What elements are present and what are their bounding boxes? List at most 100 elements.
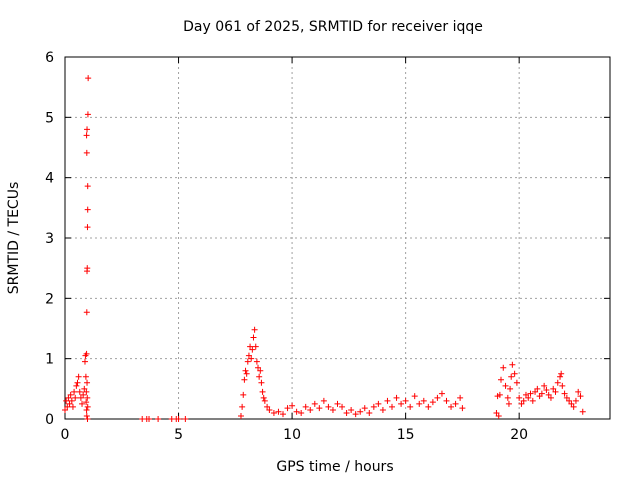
data-point xyxy=(550,385,557,392)
data-point xyxy=(448,403,455,410)
data-point xyxy=(83,350,90,357)
data-point xyxy=(520,397,527,404)
data-point xyxy=(83,412,90,419)
data-point xyxy=(258,379,265,386)
data-point xyxy=(245,352,252,359)
data-point xyxy=(452,400,459,407)
data-point xyxy=(84,416,91,422)
data-point xyxy=(259,388,266,395)
data-point xyxy=(543,387,550,394)
data-point xyxy=(248,355,255,362)
data-point xyxy=(508,373,515,380)
data-point xyxy=(434,394,441,401)
data-point xyxy=(84,111,91,118)
data-point xyxy=(249,346,256,353)
data-point xyxy=(74,379,81,386)
data-point xyxy=(155,416,162,422)
data-point xyxy=(541,382,548,389)
data-point xyxy=(84,183,91,190)
data-point xyxy=(73,382,80,389)
data-point xyxy=(532,388,539,395)
data-point xyxy=(496,391,503,398)
data-point xyxy=(570,403,577,410)
data-point xyxy=(577,393,584,400)
data-point xyxy=(243,370,250,377)
data-point xyxy=(554,379,561,386)
data-point xyxy=(357,408,364,415)
data-point xyxy=(80,391,87,398)
data-point xyxy=(251,326,258,333)
data-point xyxy=(316,405,323,412)
data-point xyxy=(502,382,509,389)
data-point xyxy=(509,361,516,368)
x-tick-label: 5 xyxy=(174,427,183,443)
data-point xyxy=(83,309,90,316)
data-point xyxy=(62,406,68,413)
data-point xyxy=(443,397,450,404)
data-point xyxy=(83,388,90,395)
data-point xyxy=(75,373,82,380)
data-point xyxy=(298,409,305,416)
data-point xyxy=(525,394,532,401)
data-point xyxy=(85,75,92,82)
data-point xyxy=(511,370,518,377)
data-point xyxy=(529,397,536,404)
data-point xyxy=(566,397,573,404)
data-point xyxy=(339,403,346,410)
data-point xyxy=(561,390,568,397)
data-point xyxy=(513,379,520,386)
x-tick-label: 15 xyxy=(397,427,415,443)
data-point xyxy=(379,406,386,413)
data-point xyxy=(182,416,189,422)
data-point xyxy=(83,399,90,406)
data-point xyxy=(71,388,78,395)
data-point xyxy=(68,397,75,404)
data-point xyxy=(84,126,91,133)
data-point xyxy=(69,403,76,410)
data-point xyxy=(65,394,72,401)
data-point xyxy=(253,358,260,365)
data-point xyxy=(505,400,512,407)
data-point xyxy=(244,358,251,365)
data-point xyxy=(568,400,575,407)
data-point xyxy=(429,399,436,406)
data-point xyxy=(343,409,350,416)
data-point xyxy=(384,397,391,404)
data-point xyxy=(302,403,309,410)
data-point xyxy=(66,400,73,407)
data-point xyxy=(416,400,423,407)
data-point xyxy=(398,400,405,407)
data-point xyxy=(83,149,90,156)
data-point xyxy=(82,373,89,380)
data-point xyxy=(84,394,91,401)
data-point xyxy=(572,397,579,404)
data-point xyxy=(275,408,282,415)
grid xyxy=(65,57,610,419)
data-point xyxy=(289,402,296,409)
data-point xyxy=(83,132,90,139)
data-point xyxy=(237,412,244,419)
data-point xyxy=(563,394,570,401)
data-point xyxy=(411,393,418,400)
data-point xyxy=(307,406,314,413)
data-point xyxy=(389,403,395,410)
data-point xyxy=(420,397,427,404)
data-point xyxy=(255,364,262,371)
data-point xyxy=(329,406,336,413)
data-point xyxy=(311,400,318,407)
data-point xyxy=(84,403,91,410)
y-tick-label: 1 xyxy=(45,352,54,368)
data-point xyxy=(558,370,565,377)
data-point xyxy=(252,343,259,350)
data-point xyxy=(538,390,545,397)
data-point xyxy=(81,385,88,392)
data-point xyxy=(348,406,355,413)
data-point xyxy=(63,397,70,404)
data-point xyxy=(504,394,511,401)
data-point xyxy=(325,403,332,410)
data-point xyxy=(64,403,71,410)
y-tick-label: 4 xyxy=(45,171,54,187)
data-point xyxy=(241,376,248,383)
data-point xyxy=(500,364,507,371)
